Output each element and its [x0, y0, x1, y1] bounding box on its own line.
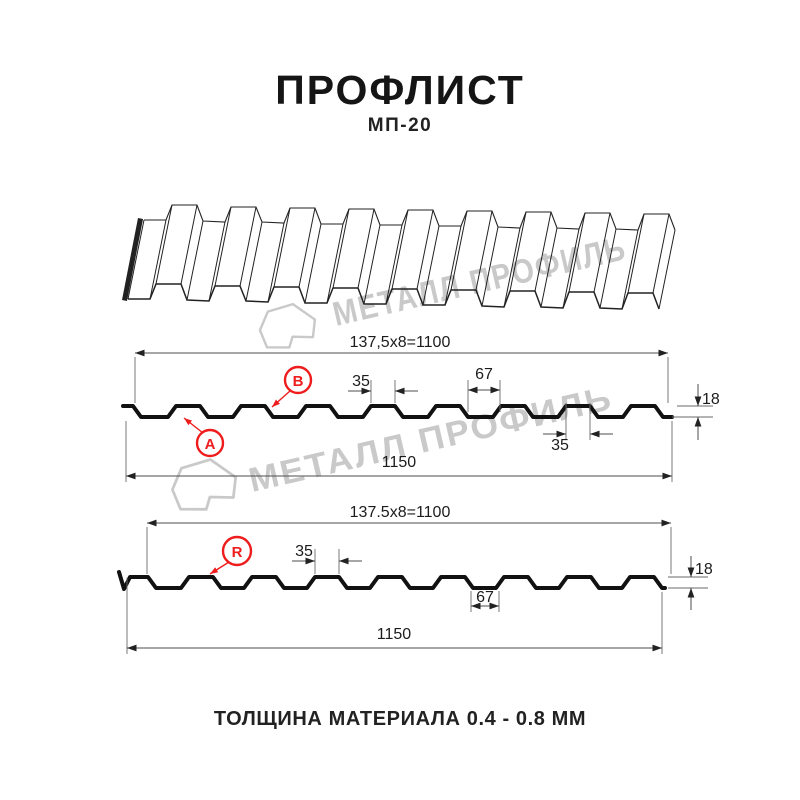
metall-profil-logo-icon — [258, 302, 317, 349]
dim-crest-width-bottom: 35 — [551, 437, 569, 454]
section-diagram-2: 137.5x8=1100 35 67 18 1150 R — [117, 504, 713, 654]
dim-ext-lines — [125, 421, 673, 482]
page-subtitle: МП-20 — [368, 115, 432, 136]
dim-working-width: 137.5x8=1100 — [350, 504, 451, 521]
dim-working-width: 137,5x8=1100 — [350, 334, 451, 351]
metall-profil-logo-icon — [171, 458, 238, 511]
section-diagram-1: 137,5x8=1100 35 67 35 18 1150 B — [121, 334, 720, 482]
callout-circle — [195, 428, 225, 458]
dim-ext-lines — [134, 357, 669, 403]
callout-label-a: A — [205, 436, 216, 453]
profile-outline — [117, 570, 667, 591]
callout-leader — [209, 561, 230, 575]
watermark-text: МЕТАЛЛ ПРОФИЛЬ — [329, 229, 630, 334]
callout-leader — [271, 390, 291, 408]
callout-a: A — [183, 417, 225, 458]
callout-label-r: R — [232, 544, 243, 561]
callout-b: B — [271, 365, 313, 408]
dim-ext-lines — [126, 578, 663, 654]
sheet-rib-lines — [127, 204, 676, 310]
callout-label-b: B — [293, 373, 304, 390]
material-thickness-note: ТОЛЩИНА МАТЕРИАЛА 0.4 - 0.8 ММ — [214, 708, 586, 730]
sheet-cut-edge — [122, 218, 143, 301]
dim-ext-lines — [314, 549, 340, 574]
dim-ext-lines — [370, 380, 396, 403]
dim-ext-lines — [668, 576, 708, 589]
dim-ext-lines — [146, 527, 672, 574]
callout-r: R — [209, 535, 253, 575]
page-title: ПРОФЛИСТ — [275, 67, 524, 113]
dim-profile-height: 18 — [702, 391, 720, 408]
dim-profile-height: 18 — [695, 561, 713, 578]
callout-leader — [183, 417, 204, 434]
callout-circle — [221, 535, 253, 567]
dim-crest-width: 35 — [352, 373, 370, 390]
sheet-3d-sketch — [122, 204, 676, 310]
dim-total-width: 1150 — [382, 454, 417, 471]
dim-valley-width: 67 — [475, 366, 493, 383]
dim-ext-lines — [467, 380, 501, 412]
dim-ext-lines — [672, 405, 713, 418]
dim-total-width: 1150 — [377, 626, 412, 643]
callout-circle — [283, 365, 313, 395]
profile-outline — [121, 404, 674, 419]
dim-valley-width: 67 — [476, 589, 494, 606]
watermark-2: МЕТАЛЛ ПРОФИЛЬ — [171, 379, 616, 511]
dim-crest-width: 35 — [295, 543, 313, 560]
